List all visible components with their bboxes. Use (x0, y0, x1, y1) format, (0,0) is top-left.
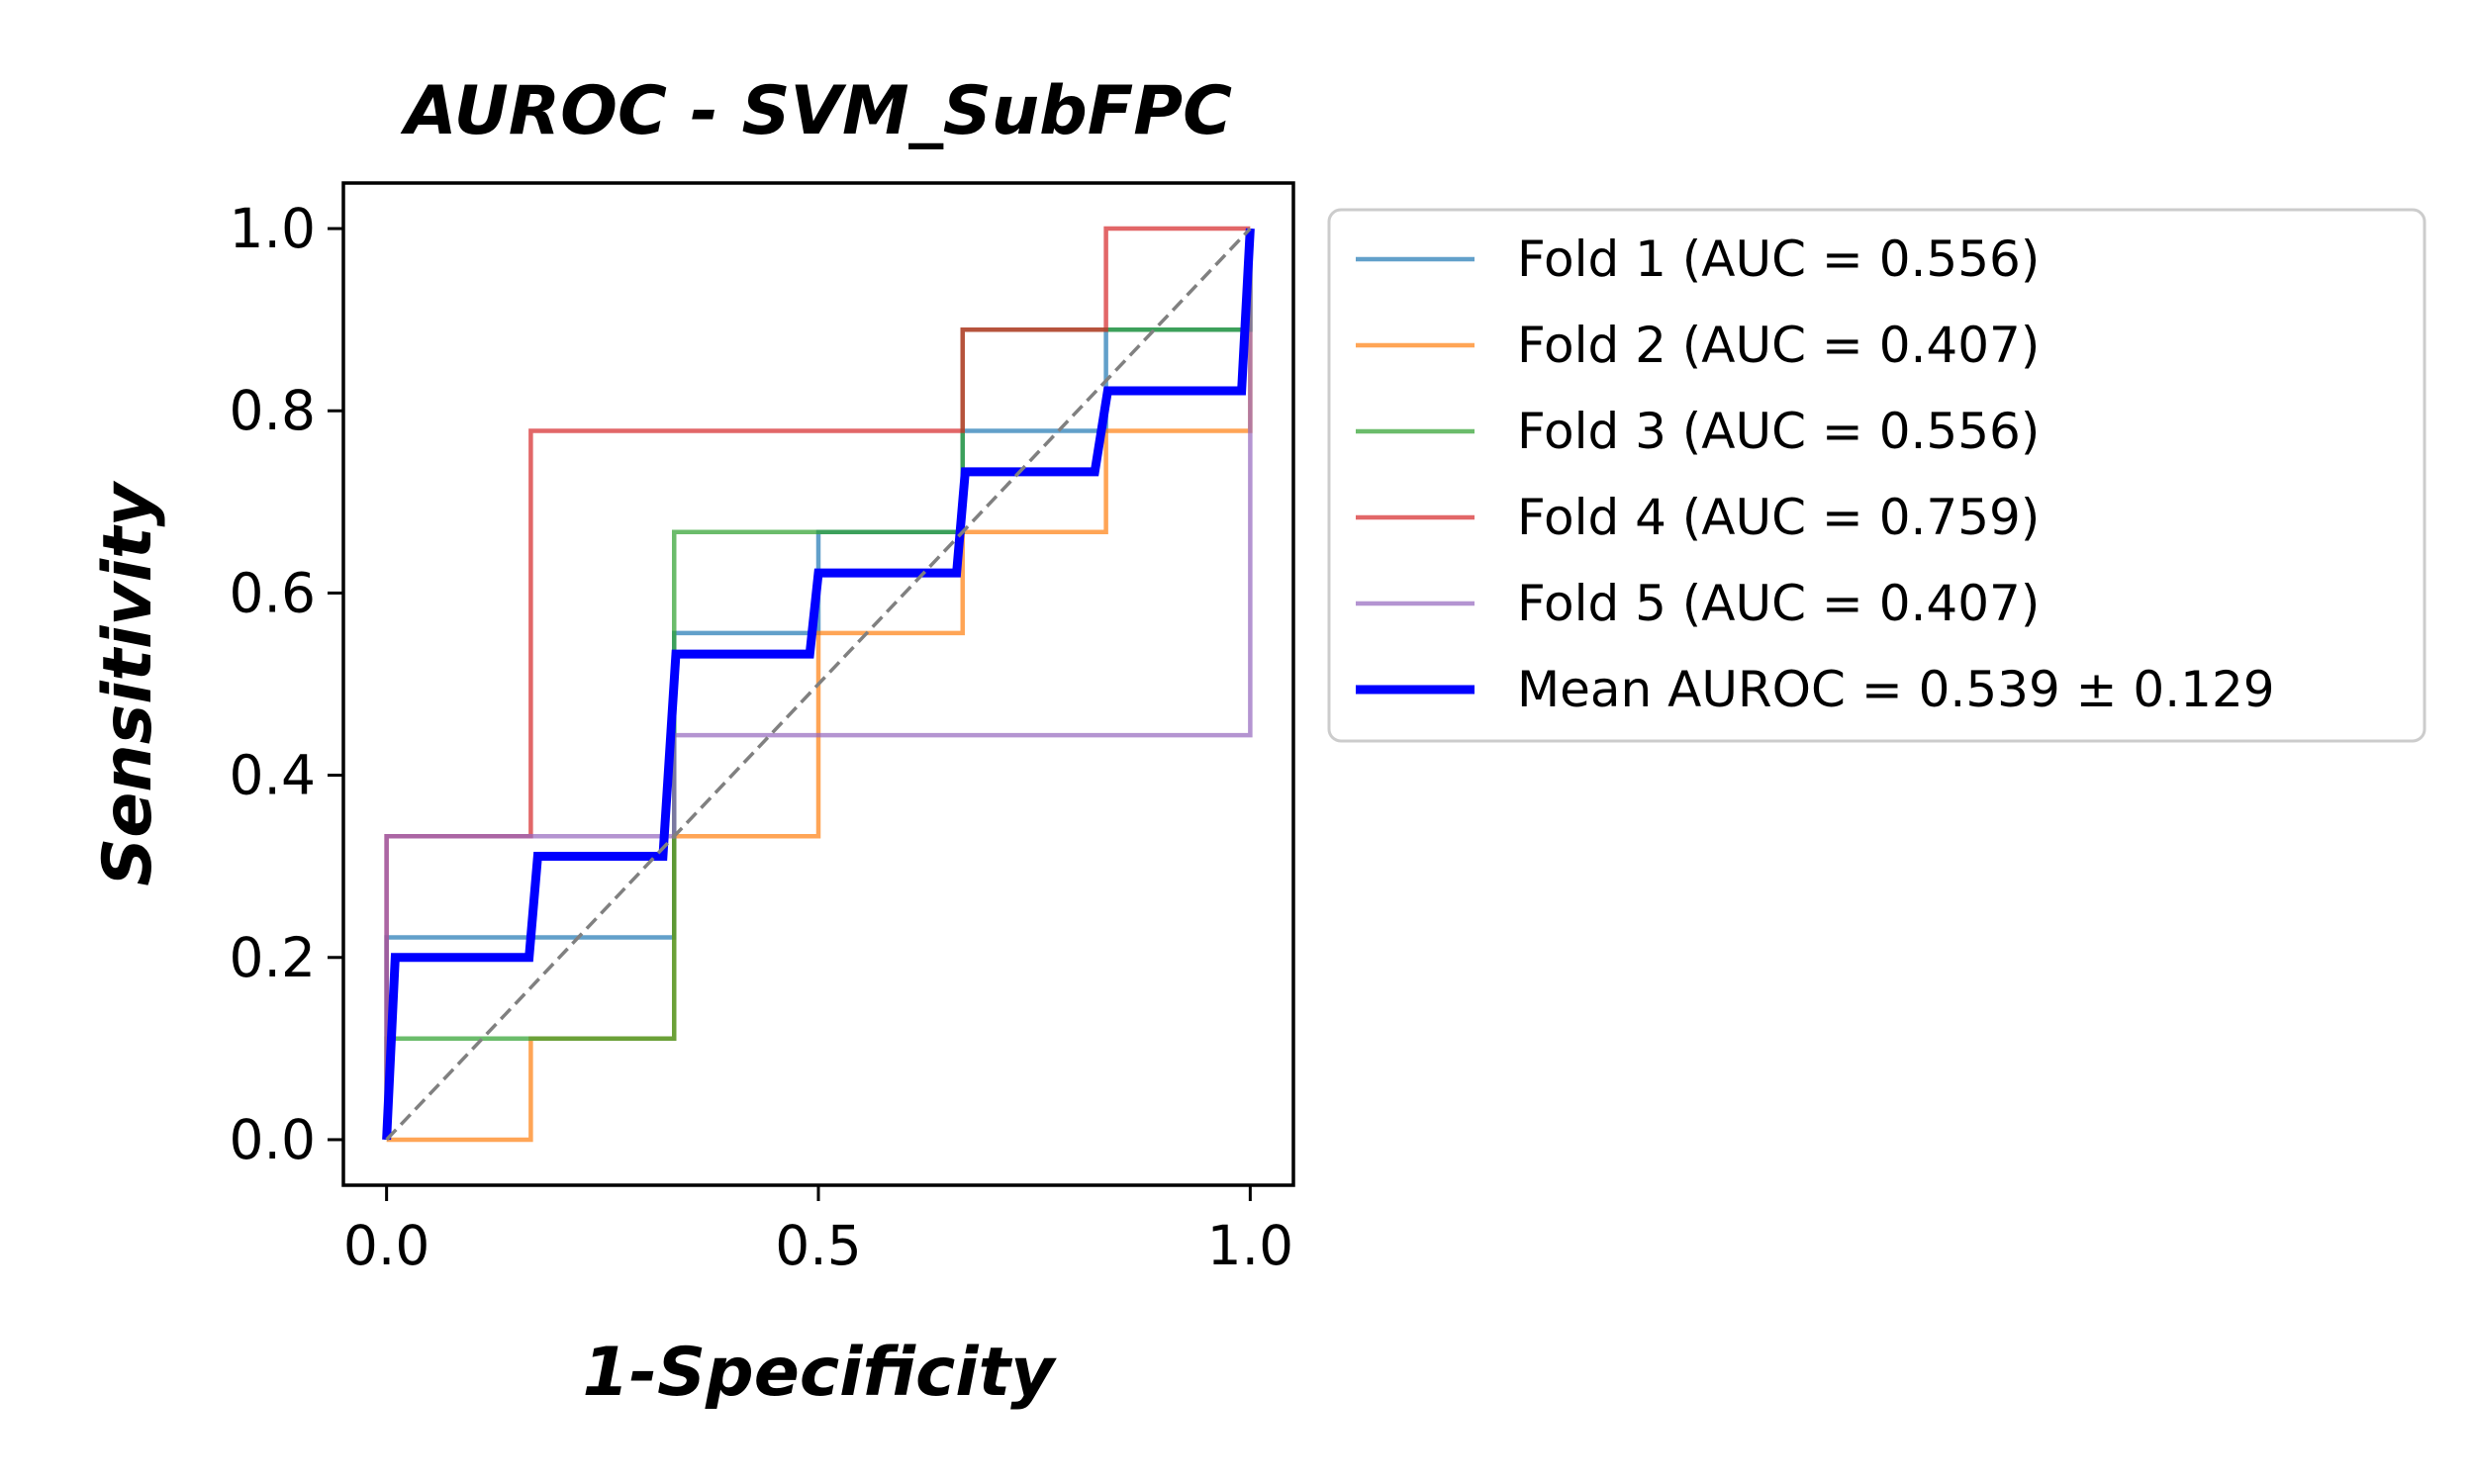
legend-label-6: Mean AUROC = 0.539 ± 0.129 (1517, 661, 2275, 718)
chart-title: AUROC - SVM_SubFPC (400, 72, 1232, 150)
x-axis-title: 1-Specificity (583, 1334, 1058, 1412)
y-tick-label: 0.2 (230, 926, 316, 989)
x-tick-label: 1.0 (1207, 1214, 1293, 1277)
y-tick-label: 0.6 (230, 561, 316, 624)
legend: Fold 1 (AUC = 0.556) Fold 2 (AUC = 0.407)… (1327, 208, 2426, 743)
y-tick-label: 0.0 (230, 1108, 316, 1171)
y-tick-label: 0.4 (230, 744, 316, 807)
legend-label-5: Fold 5 (AUC = 0.407) (1517, 575, 2040, 632)
series-line-5 (384, 229, 1253, 1140)
legend-label-4: Fold 4 (AUC = 0.759) (1517, 489, 2040, 546)
series-line-6 (382, 228, 1255, 1141)
x-tick-label: 0.0 (343, 1214, 429, 1277)
plot-lines (382, 226, 1255, 1143)
legend-frame (1327, 208, 2426, 743)
y-tick-label: 0.8 (230, 379, 316, 442)
legend-label-1: Fold 1 (AUC = 0.556) (1517, 231, 2040, 288)
y-tick-label: 1.0 (230, 197, 316, 260)
x-tick-label: 0.5 (775, 1214, 861, 1277)
legend-label-3: Fold 3 (AUC = 0.556) (1517, 403, 2040, 460)
x-axis: 0.0 0.5 1.0 (343, 1185, 1293, 1277)
chance-diagonal-line (385, 227, 1252, 1142)
series-line-3 (384, 229, 1253, 1140)
y-axis-title: Sensitivity (89, 481, 167, 886)
y-axis: 0.0 0.2 0.4 0.6 0.8 1.0 (230, 197, 343, 1171)
legend-label-2: Fold 2 (AUC = 0.407) (1517, 317, 2040, 374)
